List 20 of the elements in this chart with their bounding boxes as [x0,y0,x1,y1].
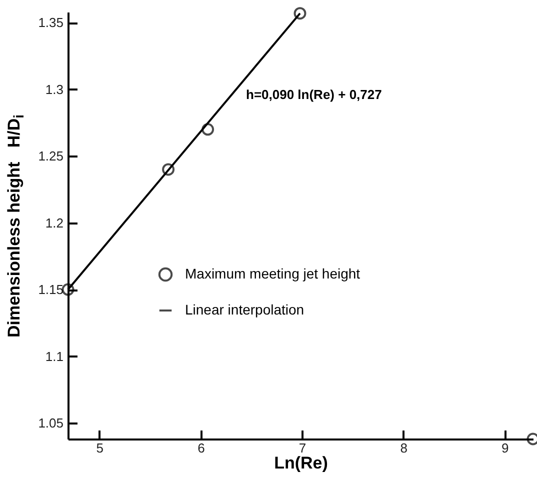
point [162,163,175,176]
x-tick-label: 8 [400,440,408,456]
y-tick-label: 1.05 [38,415,64,430]
y-tick-label: 1.35 [38,15,64,30]
y-tick-label: 1.1 [45,348,64,364]
point [202,123,214,136]
annotation: h=0,090 ln(Re) + 0,727 [246,87,382,102]
point [294,7,306,20]
x-tick-label: 9 [502,440,509,456]
y-tick-label: 1.25 [38,148,64,164]
legend-label: Linear interpolation [185,302,304,318]
y-tick-label: 1.2 [45,215,64,230]
y-tick-label: 1.3 [45,82,64,97]
x-tick-label: 5 [96,440,104,456]
x-tick-label: 6 [198,440,205,456]
x-tick-label: 7 [298,440,306,456]
point [62,283,74,296]
x-axis-title: Ln(Re) [274,454,328,472]
y-tick-label: 1.15 [38,282,64,298]
legend-label: Maximum meeting jet height [185,266,360,282]
